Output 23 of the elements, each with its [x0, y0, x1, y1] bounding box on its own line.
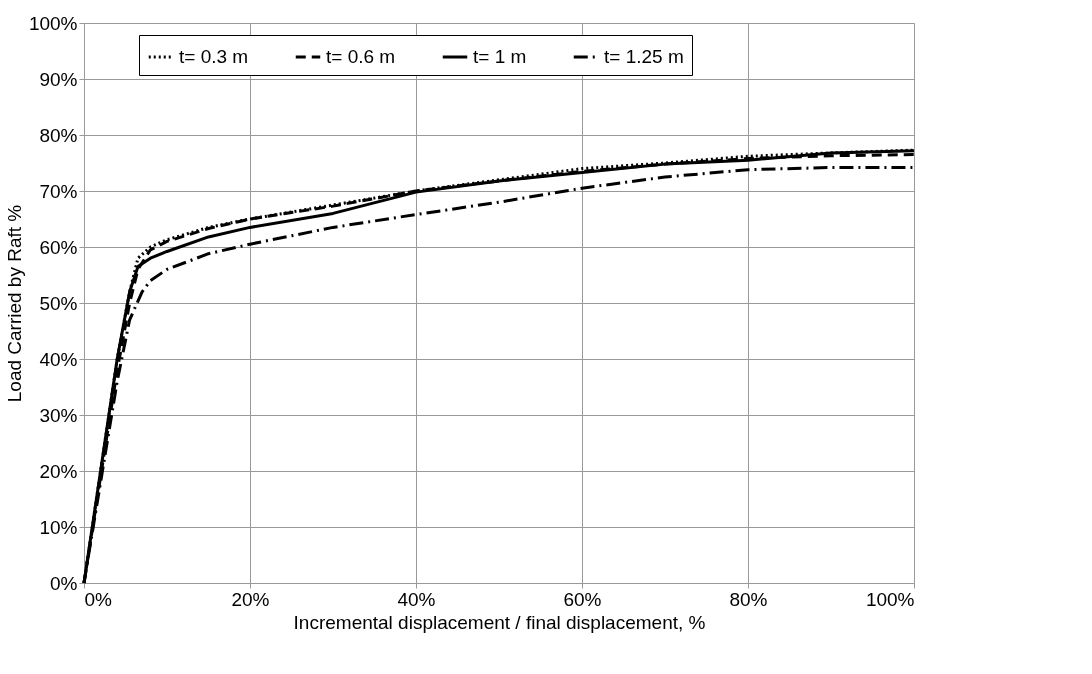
y-tick-label: 90% — [39, 68, 78, 90]
legend-label: t= 1 m — [473, 46, 527, 67]
legend-label: t= 1.25 m — [604, 46, 684, 67]
y-tick-label: 20% — [39, 460, 78, 482]
y-tick-label: 40% — [39, 348, 78, 370]
x-tick-label: 80% — [729, 588, 768, 610]
x-tick-label: 40% — [397, 588, 436, 610]
y-tick-label: 0% — [50, 572, 78, 594]
y-tick-label: 10% — [39, 516, 78, 538]
y-tick-label: 50% — [39, 292, 78, 314]
y-tick-label: 80% — [39, 124, 78, 146]
x-tick-label: 100% — [865, 588, 915, 610]
y-axis-title: Load Carried by Raft % — [3, 204, 25, 403]
y-tick-label: 70% — [39, 180, 78, 202]
x-tick-label: 0% — [84, 588, 113, 610]
legend-label: t= 0.6 m — [326, 46, 396, 67]
x-tick-label: 20% — [231, 588, 270, 610]
y-tick-label: 100% — [28, 12, 78, 34]
x-tick-label: 60% — [563, 588, 602, 610]
legend-label: t= 0.3 m — [179, 46, 249, 67]
y-tick-label: 30% — [39, 404, 78, 426]
y-tick-label: 60% — [39, 236, 78, 258]
x-axis-title: Incremental displacement / final displacement, % — [293, 611, 706, 633]
